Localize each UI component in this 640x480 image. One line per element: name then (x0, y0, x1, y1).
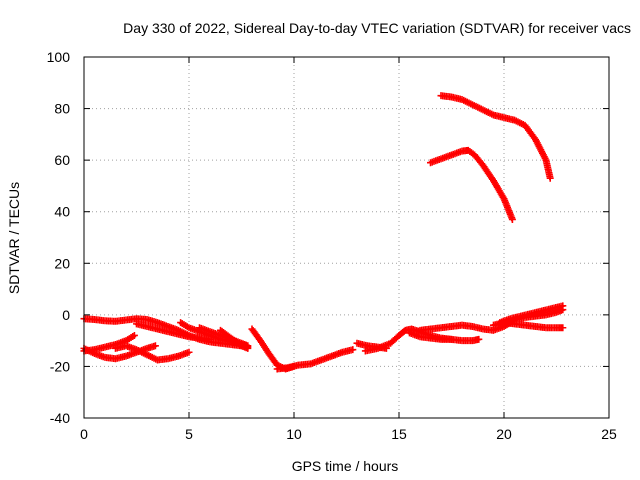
series-track-13 (406, 329, 483, 345)
data-point (559, 302, 567, 310)
plot-frame (83, 56, 610, 419)
y-tick-label: 40 (54, 204, 70, 220)
series-track-7 (196, 324, 252, 350)
data-point (151, 342, 159, 350)
series-track-10 (273, 346, 357, 373)
y-tick-label: 20 (54, 255, 70, 271)
data-point (559, 324, 567, 332)
y-tick-label: 80 (54, 101, 70, 117)
x-tick-label: 10 (286, 426, 302, 442)
x-tick-label: 5 (185, 426, 193, 442)
data-point (475, 335, 483, 343)
x-tick-label: 20 (496, 426, 512, 442)
series-track-4 (112, 342, 193, 364)
y-tick-label: -20 (50, 358, 70, 374)
data-point (508, 215, 516, 223)
x-axis-title: GPS time / hours (292, 458, 399, 474)
data-point (349, 346, 357, 354)
chart-title: Day 330 of 2022, Sidereal Day-to-day VTE… (123, 20, 631, 36)
series-track-16 (490, 319, 567, 332)
series-track-5 (133, 320, 214, 343)
x-tick-label: 25 (601, 426, 617, 442)
series-track-8 (217, 326, 252, 352)
data-point (244, 344, 252, 352)
data-point (185, 348, 193, 356)
x-tick-label: 0 (80, 426, 88, 442)
data-point (546, 174, 554, 182)
y-axis-title: SDTVAR / TECUs (6, 182, 22, 294)
axis-ticks (83, 56, 610, 419)
y-tick-label: -40 (50, 410, 70, 426)
y-tick-label: 100 (47, 49, 71, 65)
series-track-17 (437, 92, 554, 182)
tick-labels: 0 5 10 15 20 25 -40 -20 0 20 40 60 80 100 (47, 49, 617, 442)
series-track-18 (427, 146, 516, 223)
data-points (80, 92, 567, 373)
data-point (130, 331, 138, 339)
y-tick-label: 60 (54, 152, 70, 168)
y-tick-label: 0 (62, 307, 70, 323)
x-tick-label: 15 (391, 426, 407, 442)
